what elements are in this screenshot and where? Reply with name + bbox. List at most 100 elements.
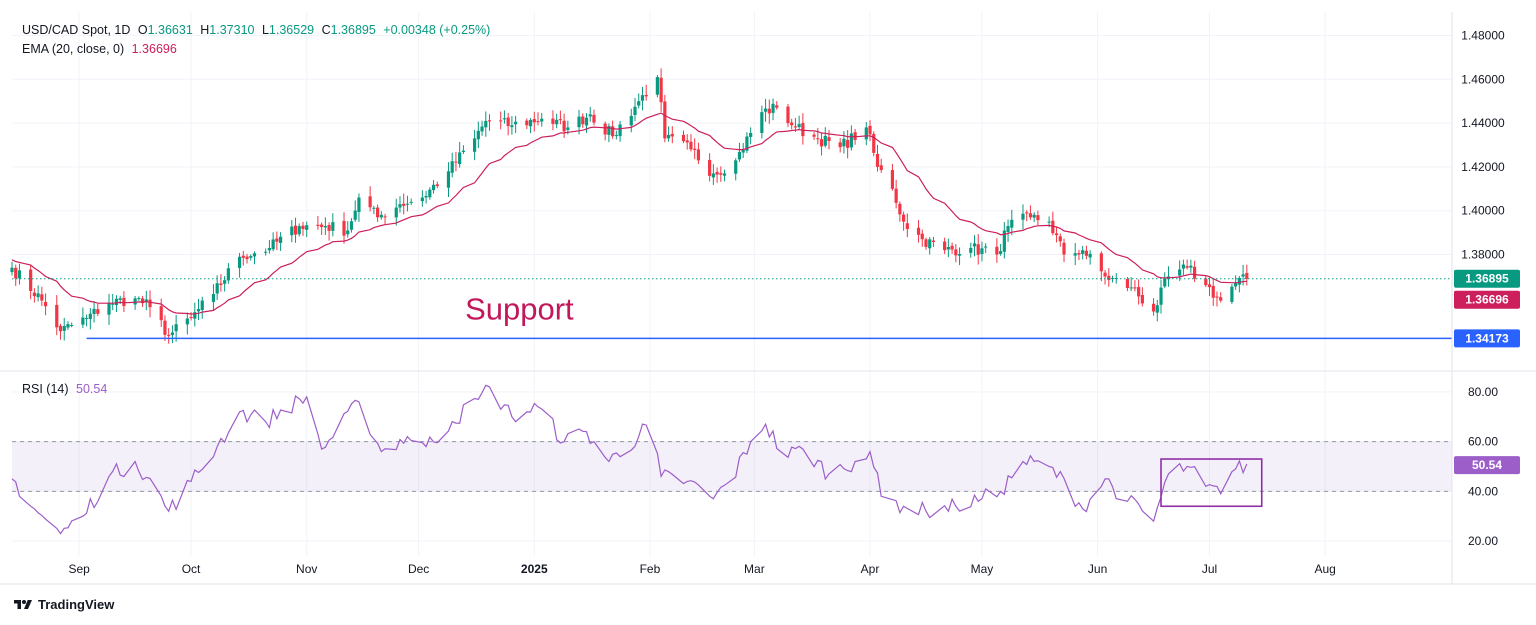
price-tick-label: 1.42000 [1461,160,1505,174]
candle [405,203,410,205]
candles[interactable] [10,68,1249,344]
candle [1107,275,1111,280]
candle [1073,253,1077,256]
open-label: O1.36631 [137,23,193,37]
candle [111,303,115,305]
candle [137,298,141,300]
rsi-tick-label: 80.00 [1468,385,1498,399]
candle [193,312,197,319]
brand-name: TradingView [38,597,115,612]
candle [487,120,492,122]
candle [353,210,357,220]
time-tick-label: Feb [640,562,661,576]
rsi-tick-label: 40.00 [1468,484,1498,498]
candle [980,248,984,254]
candle [555,119,559,125]
candle [846,139,850,148]
price-tick-label: 1.38000 [1461,248,1505,262]
ema-legend[interactable]: EMA (20, close, 0) 1.36696 [22,42,181,56]
candle [1140,295,1144,304]
candle [931,240,936,243]
candle [144,299,148,302]
candle [666,134,671,139]
candle [1234,283,1238,287]
candle [1241,274,1245,277]
candle [614,134,618,136]
candle [588,114,592,117]
candle [838,142,842,148]
candle [200,300,204,310]
candle [611,126,615,137]
time-axis[interactable]: Sep Oct Nov Dec 2025 Feb Mar Apr May Jun Jul Aug [68,562,1335,576]
candle [252,253,257,257]
candle [398,204,402,208]
candle [1088,253,1092,258]
candle [301,225,305,230]
candle [196,309,201,312]
candle [297,226,301,235]
candle [902,214,906,222]
candle [420,197,424,202]
candle [1081,250,1085,254]
candle [458,152,462,165]
candle [749,132,753,137]
rsi-legend[interactable]: RSI (14) 50.54 [22,382,111,396]
candle [849,133,853,148]
candle [245,256,249,260]
candle [293,225,298,235]
candle [696,149,701,161]
candle [689,141,693,150]
candle [693,148,697,150]
candle [581,116,585,125]
candle [767,108,771,114]
candle [1178,269,1182,276]
candle [722,173,727,176]
low-label: L1.36529 [261,23,315,37]
candle [618,124,622,137]
candle [1151,303,1156,312]
candle [92,308,96,314]
candle [185,318,189,325]
candle [584,117,589,126]
candle [957,254,962,256]
candle [215,283,219,294]
rsi-guides [12,441,1452,492]
candle [14,267,18,279]
candle [1084,250,1089,256]
rsi-axis[interactable]: 80.00 60.00 40.00 20.00 [1468,385,1498,548]
candle [409,201,413,203]
candle [1211,285,1215,298]
candle [946,247,950,250]
candle [62,326,66,331]
candle [461,150,465,152]
candle [383,216,387,218]
candle [167,334,171,336]
candle [681,134,686,142]
candle [10,267,14,273]
candle [999,251,1003,254]
candle [159,306,163,321]
candle [875,153,880,167]
price-axis[interactable]: 1.48000 1.46000 1.44000 1.42000 1.40000 1.380… [1461,28,1505,261]
candle [279,236,283,243]
support-price-badge-bg [1454,329,1520,348]
candle [70,325,74,327]
candle [43,301,48,307]
candle [1051,220,1055,234]
price-tick-label: 1.40000 [1461,204,1505,218]
candle [972,243,977,247]
tradingview-logo[interactable]: TradingView [12,597,114,612]
candle [842,138,846,147]
rsi-legend-value: 50.54 [76,382,108,396]
candle [1077,253,1081,255]
candle [853,132,857,141]
time-tick-label: Nov [296,562,317,576]
tradingview-icon [14,599,32,609]
candle [36,293,40,298]
candle [816,138,820,140]
candle [577,116,581,128]
candle [797,124,801,128]
candle [114,298,119,306]
candle [905,223,909,230]
